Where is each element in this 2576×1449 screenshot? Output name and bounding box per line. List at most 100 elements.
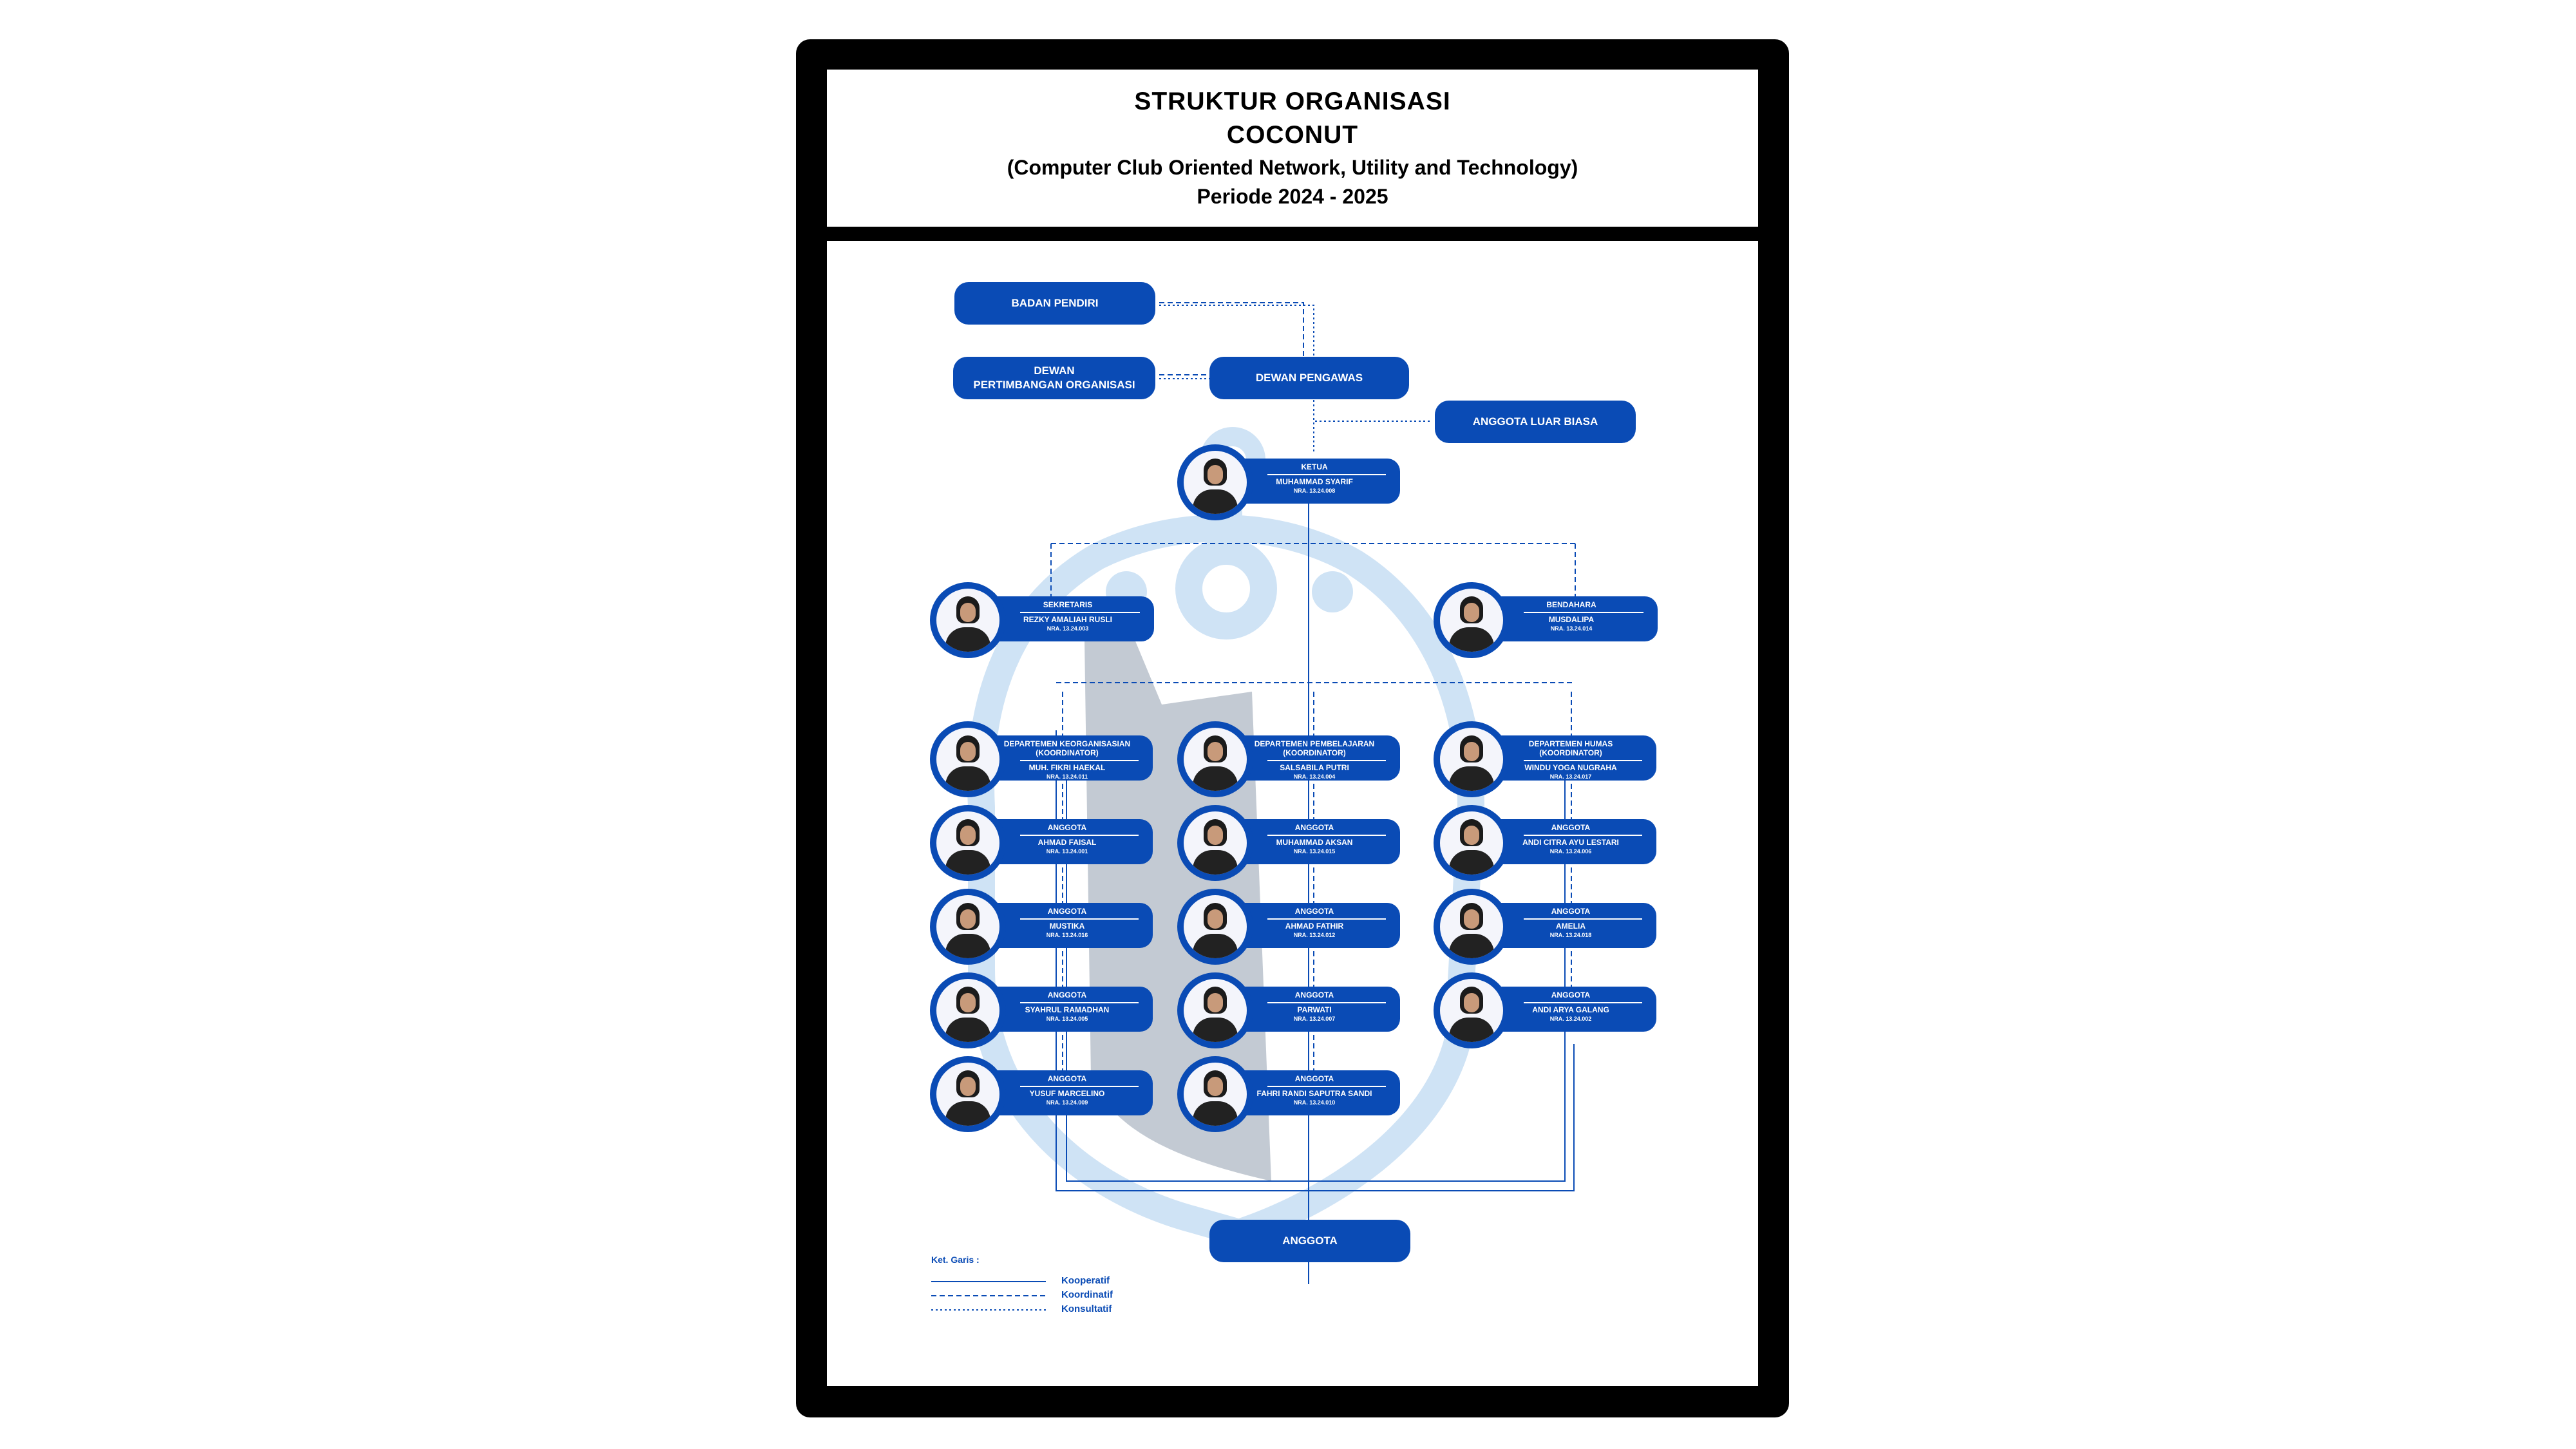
person-nra: NRA. 13.24.009 xyxy=(1046,1099,1088,1106)
person-name: ANDI ARYA GALANG xyxy=(1532,1005,1609,1014)
avatar xyxy=(1434,721,1510,797)
person-nra: NRA. 13.24.015 xyxy=(1293,848,1336,855)
person-card: DEPARTEMEN PEMBELAJARAN (KOORDINATOR) SAL… xyxy=(1229,735,1400,781)
person-role: SEKRETARIS xyxy=(1043,600,1093,609)
person-coordinator-1: DEPARTEMEN KEORGANISASIAN (KOORDINATOR) M… xyxy=(930,721,1153,797)
card-divider xyxy=(1020,1085,1139,1087)
person-card: BENDAHARA MUSDALIPA NRA. 13.24.014 xyxy=(1485,596,1658,641)
box-anggota: ANGGOTA xyxy=(1209,1220,1410,1262)
avatar xyxy=(1434,805,1510,881)
person-name: ANDI CITRA AYU LESTARI xyxy=(1522,837,1619,847)
person-card: ANGGOTA ANDI CITRA AYU LESTARI NRA. 13.24.… xyxy=(1485,819,1656,864)
card-divider xyxy=(1267,1001,1386,1003)
line-solid-bottom xyxy=(1056,730,1575,1191)
person-nra: NRA. 13.24.011 xyxy=(1046,773,1088,780)
person-role: ANGGOTA xyxy=(1294,907,1334,916)
avatar xyxy=(1177,972,1253,1048)
person-role: ANGGOTA xyxy=(1551,990,1591,999)
person-name: MUSTIKA xyxy=(1049,921,1085,931)
box-badan-pendiri: BADAN PENDIRI xyxy=(954,282,1155,325)
person-card: ANGGOTA PARWATI NRA. 13.24.007 xyxy=(1229,987,1400,1032)
avatar xyxy=(1434,889,1510,965)
person-name: SALSABILA PUTRI xyxy=(1280,762,1349,772)
person-name: AMELIA xyxy=(1556,921,1586,931)
card-divider xyxy=(1524,611,1643,613)
person-card: ANGGOTA SYAHRUL RAMADHAN NRA. 13.24.005 xyxy=(981,987,1153,1032)
person-role: DEPARTEMEN PEMBELAJARAN (KOORDINATOR) xyxy=(1254,739,1375,757)
person-card: ANGGOTA ANDI ARYA GALANG NRA. 13.24.002 xyxy=(1485,987,1656,1032)
person-member-3-3: ANGGOTA ANDI ARYA GALANG NRA. 13.24.002 xyxy=(1434,972,1656,1048)
person-role: ANGGOTA xyxy=(1294,990,1334,999)
avatar xyxy=(1177,1056,1253,1132)
person-coordinator-2: DEPARTEMEN PEMBELAJARAN (KOORDINATOR) SAL… xyxy=(1177,721,1400,797)
person-name: PARWATI xyxy=(1297,1005,1332,1014)
person-role: KETUA xyxy=(1301,462,1328,471)
org-chart-panel: BADAN PENDIRI DEWAN PERTIMBANGAN ORGANIS… xyxy=(827,241,1758,1386)
person-nra: NRA. 13.24.004 xyxy=(1293,773,1336,780)
avatar xyxy=(1177,721,1253,797)
person-member-2-3: ANGGOTA PARWATI NRA. 13.24.007 xyxy=(1177,972,1400,1048)
person-member-1-4: ANGGOTA YUSUF MARCELINO NRA. 13.24.009 xyxy=(930,1056,1153,1132)
legend-label-konsultatif: Konsultatif xyxy=(1061,1303,1112,1314)
person-nra: NRA. 13.24.014 xyxy=(1550,625,1593,632)
person-name: MUHAMMAD SYARIF xyxy=(1276,477,1353,486)
person-role: ANGGOTA xyxy=(1047,907,1087,916)
box-dewan-pertimbangan: DEWAN PERTIMBANGAN ORGANISASI xyxy=(953,357,1155,399)
avatar xyxy=(1177,889,1253,965)
title-line-4: Periode 2024 - 2025 xyxy=(1197,185,1388,208)
card-divider xyxy=(1267,473,1386,475)
person-member-2-2: ANGGOTA AHMAD FATHIR NRA. 13.24.012 xyxy=(1177,889,1400,965)
person-nra: NRA. 13.24.002 xyxy=(1549,1016,1592,1023)
card-divider xyxy=(1524,834,1642,836)
person-name: MUHAMMAD AKSAN xyxy=(1276,837,1353,847)
person-member-1-1: ANGGOTA AHMAD FAISAL NRA. 13.24.001 xyxy=(930,805,1153,881)
legend-title: Ket. Garis : xyxy=(931,1255,980,1265)
person-name: MUSDALIPA xyxy=(1548,614,1595,624)
line-dotted-pendiri xyxy=(1159,305,1314,358)
person-nra: NRA. 13.24.007 xyxy=(1293,1016,1336,1023)
card-divider xyxy=(1020,834,1139,836)
person-name: AHMAD FAISAL xyxy=(1037,837,1097,847)
person-role: DEPARTEMEN HUMAS (KOORDINATOR) xyxy=(1528,739,1613,757)
card-divider xyxy=(1020,759,1139,761)
person-nra: NRA. 13.24.018 xyxy=(1549,932,1592,939)
avatar xyxy=(930,889,1006,965)
card-divider xyxy=(1524,759,1642,761)
person-role: BENDAHARA xyxy=(1546,600,1596,609)
person-nra: NRA. 13.24.008 xyxy=(1293,488,1336,495)
person-nra: NRA. 13.24.006 xyxy=(1549,848,1592,855)
avatar xyxy=(930,582,1006,658)
person-card: ANGGOTA MUHAMMAD AKSAN NRA. 13.24.015 xyxy=(1229,819,1400,864)
person-nra: NRA. 13.24.012 xyxy=(1293,932,1336,939)
card-divider xyxy=(1524,1001,1642,1003)
person-member-1-2: ANGGOTA MUSTIKA NRA. 13.24.016 xyxy=(930,889,1153,965)
person-role: DEPARTEMEN KEORGANISASIAN (KOORDINATOR) xyxy=(1003,739,1131,757)
person-name: REZKY AMALIAH RUSLI xyxy=(1023,614,1112,624)
person-role: ANGGOTA xyxy=(1294,823,1334,832)
person-coordinator-3: DEPARTEMEN HUMAS (KOORDINATOR) WINDU YOGA… xyxy=(1434,721,1656,797)
person-card: SEKRETARIS REZKY AMALIAH RUSLI NRA. 13.24.… xyxy=(981,596,1154,641)
person-name: FAHRI RANDI SAPUTRA SANDI xyxy=(1256,1088,1372,1098)
person-name: SYAHRUL RAMADHAN xyxy=(1025,1005,1110,1014)
legend-label-kooperatif: Kooperatif xyxy=(1061,1275,1110,1286)
avatar xyxy=(1434,972,1510,1048)
card-divider xyxy=(1267,1085,1386,1087)
card-divider xyxy=(1020,611,1140,613)
person-nra: NRA. 13.24.010 xyxy=(1293,1099,1336,1106)
person-member-2-4: ANGGOTA FAHRI RANDI SAPUTRA SANDI NRA. 13.… xyxy=(1177,1056,1400,1132)
title-line-1: STRUKTUR ORGANISASI xyxy=(1134,88,1451,115)
person-nra: NRA. 13.24.005 xyxy=(1046,1016,1088,1023)
box-dewan-pengawas: DEWAN PENGAWAS xyxy=(1209,357,1409,399)
title-line-3: (Computer Club Oriented Network, Utility… xyxy=(1007,156,1578,179)
person-role: ANGGOTA xyxy=(1551,907,1591,916)
legend-label-koordinatif: Koordinatif xyxy=(1061,1289,1113,1300)
person-name: WINDU YOGA NUGRAHA xyxy=(1524,762,1617,772)
person-card: DEPARTEMEN KEORGANISASIAN (KOORDINATOR) M… xyxy=(981,735,1153,781)
person-card: KETUA MUHAMMAD SYARIF NRA. 13.24.008 xyxy=(1229,459,1400,504)
avatar xyxy=(930,1056,1006,1132)
person-card: ANGGOTA MUSTIKA NRA. 13.24.016 xyxy=(981,903,1153,948)
person-nra: NRA. 13.24.016 xyxy=(1046,932,1088,939)
person-card: ANGGOTA FAHRI RANDI SAPUTRA SANDI NRA. 13.… xyxy=(1229,1070,1400,1115)
person-bendahara: BENDAHARA MUSDALIPA NRA. 13.24.014 xyxy=(1434,582,1658,658)
avatar xyxy=(1177,444,1253,520)
